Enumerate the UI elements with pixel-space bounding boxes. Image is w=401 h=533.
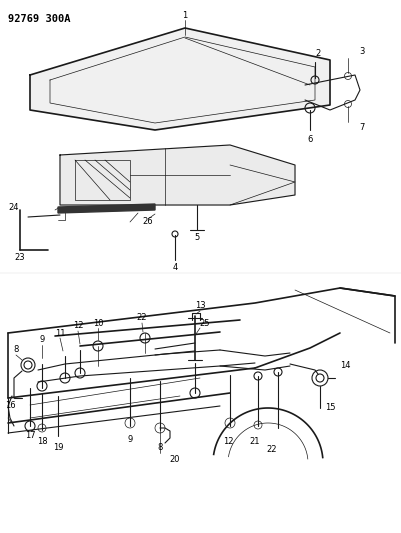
Text: 26: 26 <box>142 217 153 227</box>
Text: 21: 21 <box>249 437 259 446</box>
Text: 22: 22 <box>136 313 147 322</box>
Polygon shape <box>60 145 294 205</box>
Text: 9: 9 <box>127 435 132 445</box>
Text: 23: 23 <box>15 254 25 262</box>
Text: 16: 16 <box>5 401 16 410</box>
Text: 9: 9 <box>39 335 45 344</box>
Text: 12: 12 <box>222 437 233 446</box>
Text: 2: 2 <box>315 50 320 59</box>
Text: 1: 1 <box>182 12 187 20</box>
Text: 24: 24 <box>8 204 18 213</box>
Text: 15: 15 <box>324 403 334 413</box>
Text: 92769 300A: 92769 300A <box>8 14 70 24</box>
Text: 22: 22 <box>266 446 277 455</box>
Text: 4: 4 <box>172 263 177 272</box>
Text: 3: 3 <box>358 47 364 56</box>
Text: 6: 6 <box>306 135 312 144</box>
Text: 14: 14 <box>339 361 349 370</box>
Text: 17: 17 <box>24 432 35 440</box>
Text: 19: 19 <box>53 443 63 453</box>
Text: 20: 20 <box>169 456 180 464</box>
Text: 25: 25 <box>199 319 210 327</box>
Polygon shape <box>30 28 329 130</box>
Text: 5: 5 <box>194 233 199 243</box>
Text: 13: 13 <box>194 302 205 311</box>
Text: 11: 11 <box>55 328 65 337</box>
Polygon shape <box>58 204 155 213</box>
Text: 10: 10 <box>93 319 103 327</box>
Text: 12: 12 <box>73 321 83 330</box>
Text: 8: 8 <box>13 345 18 354</box>
Text: 8: 8 <box>157 443 162 453</box>
Text: 7: 7 <box>358 124 364 133</box>
Text: 18: 18 <box>36 437 47 446</box>
